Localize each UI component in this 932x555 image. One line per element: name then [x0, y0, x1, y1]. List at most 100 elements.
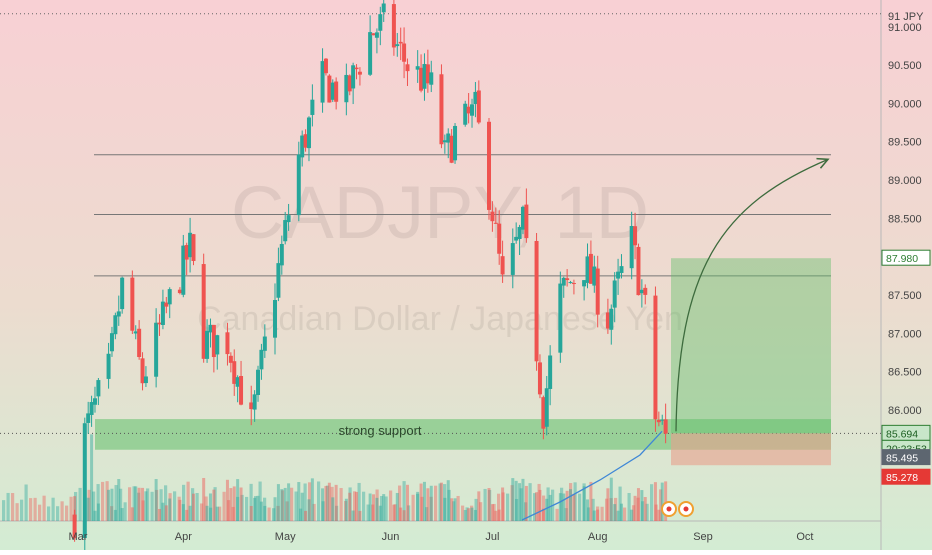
volume-bar — [281, 490, 285, 521]
volume-bar — [178, 499, 182, 521]
volume-bar — [416, 493, 420, 521]
volume-bar — [490, 504, 494, 521]
volume-bar — [65, 505, 69, 521]
volume-bar — [425, 507, 429, 521]
volume-bar — [473, 509, 477, 521]
candle-body — [256, 369, 261, 395]
volume-bar — [87, 489, 91, 521]
drawing-layer[interactable] — [0, 13, 881, 466]
candle-body — [493, 222, 498, 224]
volume-bar — [185, 509, 189, 521]
volume-bar — [511, 478, 515, 521]
volume-bar — [569, 489, 573, 521]
volume-bar — [533, 493, 537, 521]
candle-body — [609, 308, 614, 330]
volume-bar — [218, 506, 222, 521]
candle-body — [453, 125, 458, 161]
volume-bar — [105, 481, 109, 521]
volume-bar — [146, 488, 150, 521]
candle-body — [120, 277, 125, 310]
volume-bar — [283, 487, 287, 521]
volume-bar — [351, 510, 355, 521]
volume-bar — [659, 489, 663, 521]
volume-bar — [452, 501, 456, 521]
volume-bar — [616, 510, 620, 521]
volume-bar — [650, 484, 654, 521]
volume-bar — [276, 505, 280, 521]
volume-bar — [227, 500, 231, 521]
time-axis[interactable]: Mar Apr May Jun Jul Aug Sep Oct — [69, 531, 814, 543]
candle-body — [565, 278, 570, 281]
volume-bar — [600, 506, 604, 521]
volume-bar — [307, 499, 311, 521]
volume-bar — [258, 481, 262, 521]
volume-bar — [168, 493, 172, 521]
long-stop-zone — [671, 433, 831, 466]
time-tick-label: Jun — [382, 531, 400, 543]
volume-bar — [443, 484, 447, 521]
candle-body — [286, 215, 291, 223]
volume-bar — [239, 487, 243, 521]
price-tick-label: 86.000 — [888, 405, 922, 417]
volume-bar — [287, 483, 291, 521]
price-tick-label: 91.000 — [888, 22, 922, 34]
volume-bar — [402, 481, 406, 521]
candle-body — [490, 211, 495, 222]
volume-bar — [578, 493, 582, 521]
candle-body — [663, 419, 668, 434]
candle-body — [323, 58, 328, 74]
volume-bar — [474, 498, 478, 521]
volume-bar — [456, 495, 460, 521]
volume-bar — [405, 484, 409, 521]
volume-bar — [514, 480, 518, 521]
volume-bar — [614, 497, 618, 521]
volume-bar — [90, 434, 94, 521]
candle-body — [381, 3, 386, 13]
volume-bar — [259, 501, 263, 521]
volume-bar — [11, 493, 15, 521]
volume-bar — [640, 490, 644, 521]
candle-body — [334, 81, 339, 102]
volume-bar — [161, 502, 165, 521]
volume-bar — [439, 482, 443, 521]
volume-bar — [92, 491, 96, 521]
volume-bar — [371, 504, 375, 521]
candle-body — [188, 232, 193, 258]
projection-layer[interactable] — [521, 159, 828, 521]
candle-body — [425, 64, 430, 84]
volume-bar — [497, 509, 501, 521]
candle-body — [249, 402, 254, 410]
volume-bar — [303, 483, 307, 521]
volume-bar — [609, 498, 613, 521]
volume-bar — [419, 483, 423, 521]
volume-bar — [107, 489, 111, 521]
volume-bar — [443, 497, 447, 521]
volume-bar — [134, 486, 138, 521]
volume-bar — [280, 489, 284, 521]
volume-bar — [450, 498, 454, 521]
watermark-subtitle: Canadian Dollar / Japanese Yen — [197, 300, 683, 338]
volume-bar — [541, 508, 545, 521]
volume-bar — [555, 508, 559, 521]
volume-bar — [137, 487, 141, 521]
candle-body — [629, 226, 634, 269]
candle-body — [344, 74, 349, 103]
volume-bar — [582, 486, 586, 521]
volume-bar — [501, 492, 505, 521]
volume-bar — [641, 501, 645, 521]
volume-bar — [69, 496, 73, 521]
candle-body — [191, 234, 196, 261]
event-icons[interactable] — [661, 501, 694, 517]
candle-body — [89, 402, 94, 415]
candle-body — [616, 271, 621, 279]
candle-body — [215, 335, 220, 355]
volume-bar — [518, 483, 522, 521]
volume-bar — [378, 505, 382, 521]
volume-bar — [411, 494, 415, 521]
volume-bar — [398, 485, 402, 521]
volume-bar — [470, 507, 474, 521]
candle-body — [422, 64, 427, 89]
